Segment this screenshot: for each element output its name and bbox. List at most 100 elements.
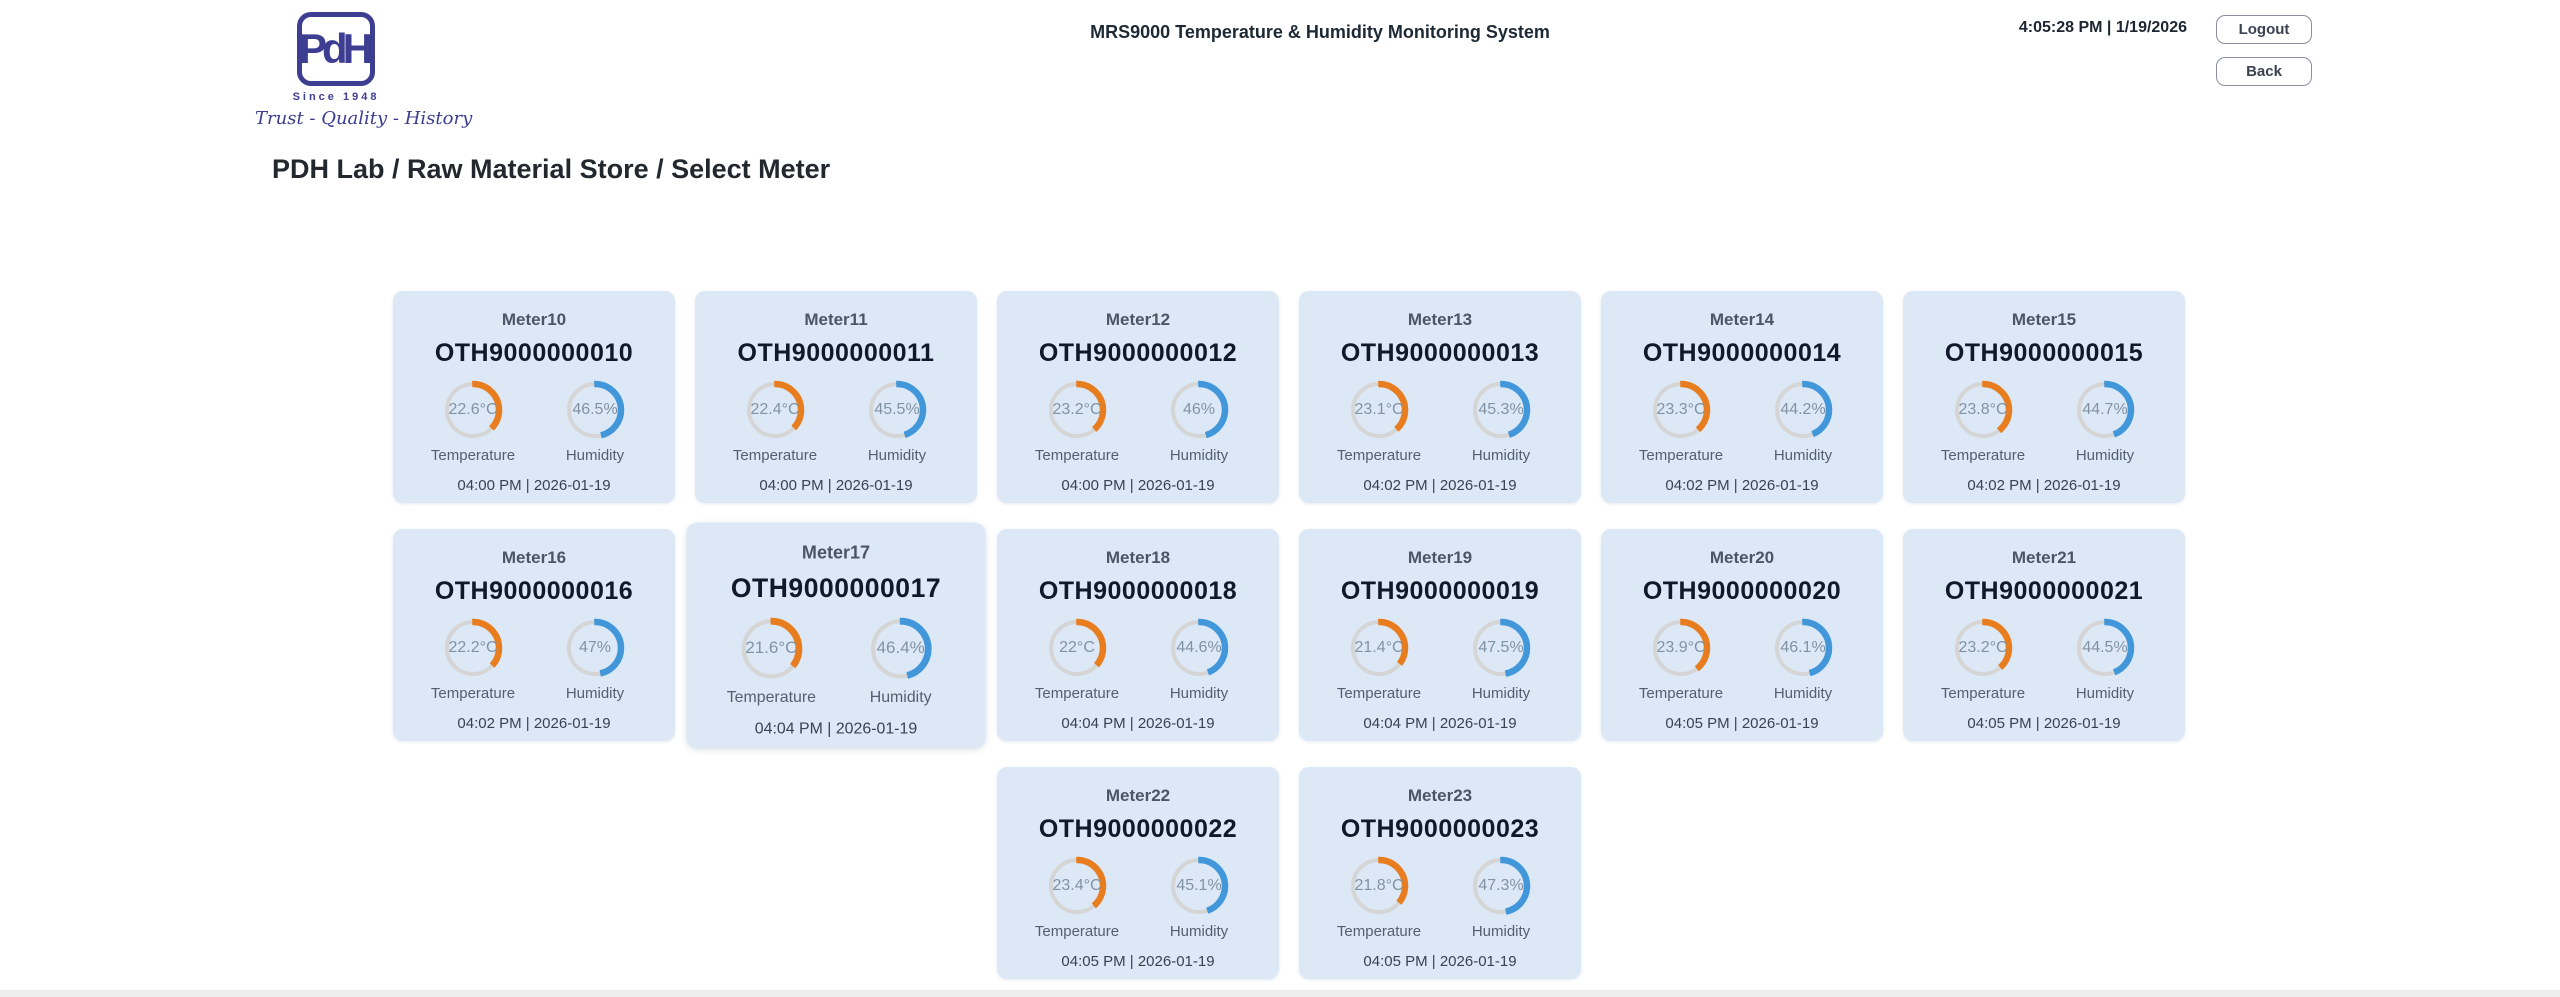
humidity-label: Humidity xyxy=(565,447,625,464)
brand-logo: PdH Since 1948 Trust - Quality - History xyxy=(255,12,472,129)
humidity-value: 44.6% xyxy=(1176,639,1222,656)
temperature-value: 22.4°C xyxy=(750,401,800,418)
meter-timestamp: 04:02 PM | 2026-01-19 xyxy=(1967,477,2121,494)
meter-card[interactable]: Meter15 OTH9000000015 23.8°C Temperature… xyxy=(1903,291,2185,503)
temperature-ring-icon xyxy=(1349,380,1409,440)
meter-name: Meter10 xyxy=(501,310,567,329)
pdh-logo-icon: PdH xyxy=(297,12,375,86)
temperature-gauge: 23.4°C Temperature xyxy=(1034,854,1120,940)
humidity-value: 47% xyxy=(578,639,612,656)
meter-name: Meter15 xyxy=(2011,310,2077,329)
temperature-value: 21.6°C xyxy=(745,639,798,658)
meter-timestamp: 04:00 PM | 2026-01-19 xyxy=(1061,477,1215,494)
meter-timestamp: 04:05 PM | 2026-01-19 xyxy=(1363,953,1517,970)
humidity-ring-icon xyxy=(2075,380,2135,440)
meter-card[interactable]: Meter22 OTH9000000022 23.4°C Temperature… xyxy=(997,767,1279,979)
temperature-ring-icon xyxy=(740,617,803,680)
temperature-ring-icon xyxy=(1651,380,1711,440)
meter-timestamp: 04:00 PM | 2026-01-19 xyxy=(759,477,913,494)
meter-timestamp: 04:05 PM | 2026-01-19 xyxy=(1967,715,2121,732)
humidity-gauge: 45.3% Humidity xyxy=(1458,378,1544,464)
meter-name: Meter20 xyxy=(1709,548,1775,567)
humidity-ring-icon xyxy=(869,617,932,680)
temperature-value: 23.3°C xyxy=(1656,401,1706,418)
temperature-ring-icon xyxy=(745,380,805,440)
humidity-value: 46% xyxy=(1182,401,1216,418)
gauges-row: 22.2°C Temperature 47% Humidity xyxy=(393,616,675,702)
humidity-value: 44.5% xyxy=(2082,639,2128,656)
header-buttons: Logout Back xyxy=(2216,15,2312,86)
logout-button[interactable]: Logout xyxy=(2216,15,2312,44)
meter-timestamp: 04:04 PM | 2026-01-19 xyxy=(754,719,918,738)
humidity-gauge: 44.6% Humidity xyxy=(1156,616,1242,702)
temperature-value: 23.8°C xyxy=(1958,401,2008,418)
gauges-row: 21.4°C Temperature 47.5% Humidity xyxy=(1299,616,1581,702)
meter-card[interactable]: Meter14 OTH9000000014 23.3°C Temperature… xyxy=(1601,291,1883,503)
meter-name: Meter19 xyxy=(1407,548,1473,567)
temperature-value: 21.8°C xyxy=(1354,877,1404,894)
temperature-gauge: 23.2°C Temperature xyxy=(1940,616,2026,702)
humidity-gauge: 44.2% Humidity xyxy=(1760,378,1846,464)
meter-card[interactable]: Meter21 OTH9000000021 23.2°C Temperature… xyxy=(1903,529,2185,741)
meter-card[interactable]: Meter16 OTH9000000016 22.2°C Temperature… xyxy=(393,529,675,741)
humidity-value: 47.5% xyxy=(1478,639,1524,656)
temperature-label: Temperature xyxy=(1034,447,1120,464)
meter-code: OTH9000000023 xyxy=(1340,815,1540,843)
humidity-ring-icon xyxy=(1773,380,1833,440)
temperature-label: Temperature xyxy=(1638,447,1724,464)
meter-card[interactable]: Meter23 OTH9000000023 21.8°C Temperature… xyxy=(1299,767,1581,979)
humidity-gauge: 47.5% Humidity xyxy=(1458,616,1544,702)
meter-code: OTH9000000018 xyxy=(1038,577,1238,605)
humidity-value: 47.3% xyxy=(1478,877,1524,894)
meter-card[interactable]: Meter18 OTH9000000018 22°C Temperature 4… xyxy=(997,529,1279,741)
back-button[interactable]: Back xyxy=(2216,57,2312,86)
humidity-ring-icon xyxy=(1169,618,1229,678)
meter-code: OTH9000000012 xyxy=(1038,339,1238,367)
meter-card[interactable]: Meter10 OTH9000000010 22.6°C Temperature… xyxy=(393,291,675,503)
meter-card[interactable]: Meter20 OTH9000000020 23.9°C Temperature… xyxy=(1601,529,1883,741)
temperature-gauge: 22.4°C Temperature xyxy=(732,378,818,464)
meter-card[interactable]: Meter19 OTH9000000019 21.4°C Temperature… xyxy=(1299,529,1581,741)
temperature-value: 22.6°C xyxy=(448,401,498,418)
meter-code: OTH9000000020 xyxy=(1642,577,1842,605)
humidity-label: Humidity xyxy=(1169,447,1229,464)
temperature-gauge: 23.3°C Temperature xyxy=(1638,378,1724,464)
humidity-ring-icon xyxy=(565,618,625,678)
temperature-label: Temperature xyxy=(1336,685,1422,702)
temperature-ring-icon xyxy=(1349,856,1409,916)
meter-timestamp: 04:02 PM | 2026-01-19 xyxy=(457,715,611,732)
meter-timestamp: 04:05 PM | 2026-01-19 xyxy=(1061,953,1215,970)
meter-name: Meter17 xyxy=(801,542,871,563)
meter-code: OTH9000000010 xyxy=(434,339,634,367)
meter-grid: Meter10 OTH9000000010 22.6°C Temperature… xyxy=(393,291,2185,979)
humidity-gauge: 45.1% Humidity xyxy=(1156,854,1242,940)
temperature-gauge: 22°C Temperature xyxy=(1034,616,1120,702)
horizontal-scrollbar[interactable] xyxy=(0,990,2560,997)
meter-card[interactable]: Meter17 OTH9000000017 21.6°C Temperature… xyxy=(686,522,986,748)
gauges-row: 23.2°C Temperature 44.5% Humidity xyxy=(1903,616,2185,702)
meter-code: OTH9000000014 xyxy=(1642,339,1842,367)
temperature-label: Temperature xyxy=(1940,685,2026,702)
temperature-label: Temperature xyxy=(732,447,818,464)
humidity-value: 44.2% xyxy=(1780,401,1826,418)
temperature-gauge: 22.6°C Temperature xyxy=(430,378,516,464)
humidity-label: Humidity xyxy=(2075,447,2135,464)
meter-card[interactable]: Meter11 OTH9000000011 22.4°C Temperature… xyxy=(695,291,977,503)
humidity-gauge: 46.1% Humidity xyxy=(1760,616,1846,702)
humidity-ring-icon xyxy=(565,380,625,440)
temperature-label: Temperature xyxy=(1034,923,1120,940)
meter-timestamp: 04:00 PM | 2026-01-19 xyxy=(457,477,611,494)
gauges-row: 21.8°C Temperature 47.3% Humidity xyxy=(1299,854,1581,940)
app-header: PdH Since 1948 Trust - Quality - History… xyxy=(0,0,2560,140)
temperature-ring-icon xyxy=(1349,618,1409,678)
humidity-value: 44.7% xyxy=(2082,401,2128,418)
meter-card[interactable]: Meter13 OTH9000000013 23.1°C Temperature… xyxy=(1299,291,1581,503)
temperature-label: Temperature xyxy=(430,685,516,702)
temperature-gauge: 23.2°C Temperature xyxy=(1034,378,1120,464)
gauges-row: 23.3°C Temperature 44.2% Humidity xyxy=(1601,378,1883,464)
meter-card[interactable]: Meter12 OTH9000000012 23.2°C Temperature… xyxy=(997,291,1279,503)
humidity-label: Humidity xyxy=(1773,447,1833,464)
meter-name: Meter13 xyxy=(1407,310,1473,329)
humidity-label: Humidity xyxy=(2075,685,2135,702)
breadcrumb: PDH Lab / Raw Material Store / Select Me… xyxy=(272,154,831,184)
